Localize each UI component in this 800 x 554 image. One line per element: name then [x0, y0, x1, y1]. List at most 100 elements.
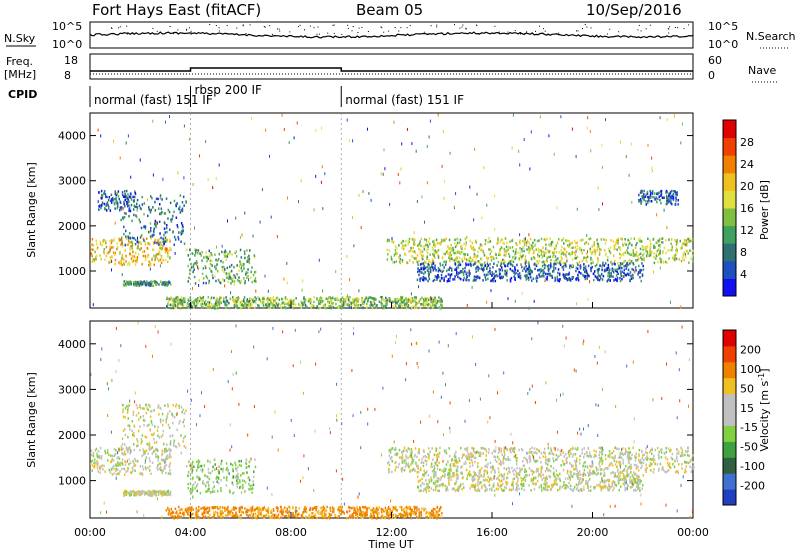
- scatter-point: [171, 413, 173, 416]
- scatter-point: [135, 414, 138, 417]
- scatter-point: [139, 425, 141, 428]
- scatter-point: [336, 296, 339, 300]
- scatter-point: [604, 242, 607, 245]
- scatter-point: [136, 460, 139, 463]
- scatter-point: [589, 464, 591, 468]
- scatter-point: [583, 468, 586, 472]
- scatter-point: [494, 274, 497, 278]
- scatter-point: [658, 238, 661, 241]
- scatter-point: [143, 419, 146, 422]
- scatter-point: [561, 257, 563, 260]
- scatter-point: [456, 256, 458, 259]
- scatter-point: [190, 304, 192, 307]
- scatter-point: [639, 268, 641, 272]
- scatter-point: [489, 248, 491, 251]
- scatter-point: [571, 264, 573, 268]
- scatter-point: [181, 201, 184, 204]
- scatter-point: [318, 306, 320, 310]
- scatter-point: [361, 298, 363, 302]
- scatter-point: [135, 403, 138, 407]
- scatter-point: [194, 262, 196, 265]
- scatter-point: [216, 269, 219, 273]
- scatter-point: [455, 251, 457, 254]
- scatter-point: [401, 259, 404, 262]
- scatter-point: [181, 410, 183, 414]
- scatter-point: [543, 254, 546, 257]
- scatter-point: [145, 456, 148, 460]
- nsearch-point: [126, 33, 128, 35]
- scatter-point: [506, 269, 508, 272]
- scatter-point: [538, 273, 540, 276]
- noise-point: [125, 141, 127, 145]
- scatter-point: [208, 489, 210, 492]
- scatter-point: [429, 298, 431, 301]
- noise-point: [605, 118, 606, 122]
- scatter-point: [594, 275, 597, 278]
- scatter-point: [478, 261, 481, 265]
- scatter-point: [401, 296, 403, 300]
- scatter-point: [194, 282, 197, 285]
- scatter-point: [432, 279, 434, 283]
- scatter-point: [403, 303, 406, 307]
- scatter-point: [467, 455, 469, 459]
- scatter-point: [602, 449, 604, 452]
- scatter-point: [500, 450, 502, 453]
- scatter-point: [558, 238, 560, 241]
- scatter-point: [408, 465, 410, 468]
- scatter-point: [449, 266, 451, 269]
- scatter-point: [512, 260, 515, 263]
- scatter-point: [422, 449, 425, 452]
- scatter-point: [189, 248, 191, 252]
- scatter-point: [116, 192, 118, 195]
- noise-point: [528, 233, 530, 237]
- scatter-point: [208, 484, 210, 487]
- scatter-point: [148, 230, 150, 234]
- scatter-point: [252, 475, 255, 479]
- scatter-point: [392, 240, 394, 244]
- scatter-point: [103, 190, 106, 193]
- scatter-point: [426, 243, 429, 247]
- scatter-point: [548, 243, 550, 247]
- scatter-point: [133, 463, 136, 466]
- scatter-point: [546, 259, 548, 262]
- scatter-point: [588, 274, 590, 278]
- scatter-point: [328, 296, 330, 299]
- scatter-point: [585, 265, 587, 268]
- scatter-point: [495, 270, 497, 273]
- scatter-point: [432, 253, 434, 256]
- scatter-point: [210, 306, 213, 310]
- scatter-point: [686, 450, 688, 454]
- scatter-point: [136, 284, 138, 287]
- scatter-point: [146, 442, 148, 446]
- scatter-point: [438, 268, 441, 272]
- scatter-point: [186, 302, 189, 305]
- scatter-point: [102, 240, 104, 244]
- scatter-point: [626, 251, 629, 254]
- scatter-point: [205, 281, 207, 285]
- scatter-point: [457, 249, 460, 253]
- scatter-point: [665, 202, 667, 206]
- scatter-point: [651, 190, 654, 193]
- scatter-point: [238, 460, 240, 463]
- scatter-point: [427, 263, 429, 266]
- noise-point: [657, 241, 659, 245]
- scatter-point: [411, 299, 414, 303]
- noise-point: [426, 181, 428, 185]
- scatter-point: [197, 249, 200, 252]
- noise-point: [111, 260, 113, 263]
- scatter-point: [480, 257, 482, 260]
- scatter-point: [628, 240, 630, 243]
- scatter-point: [330, 297, 332, 301]
- scatter-point: [615, 241, 617, 244]
- scatter-point: [246, 249, 248, 252]
- scatter-point: [168, 280, 170, 283]
- nsearch-point: [177, 29, 179, 31]
- scatter-point: [471, 464, 474, 467]
- scatter-point: [248, 261, 251, 265]
- scatter-point: [583, 266, 585, 270]
- noise-point: [117, 194, 119, 198]
- noise-point: [351, 306, 352, 310]
- scatter-point: [689, 459, 692, 462]
- nsearch-point: [674, 27, 676, 28]
- scatter-point: [497, 260, 500, 264]
